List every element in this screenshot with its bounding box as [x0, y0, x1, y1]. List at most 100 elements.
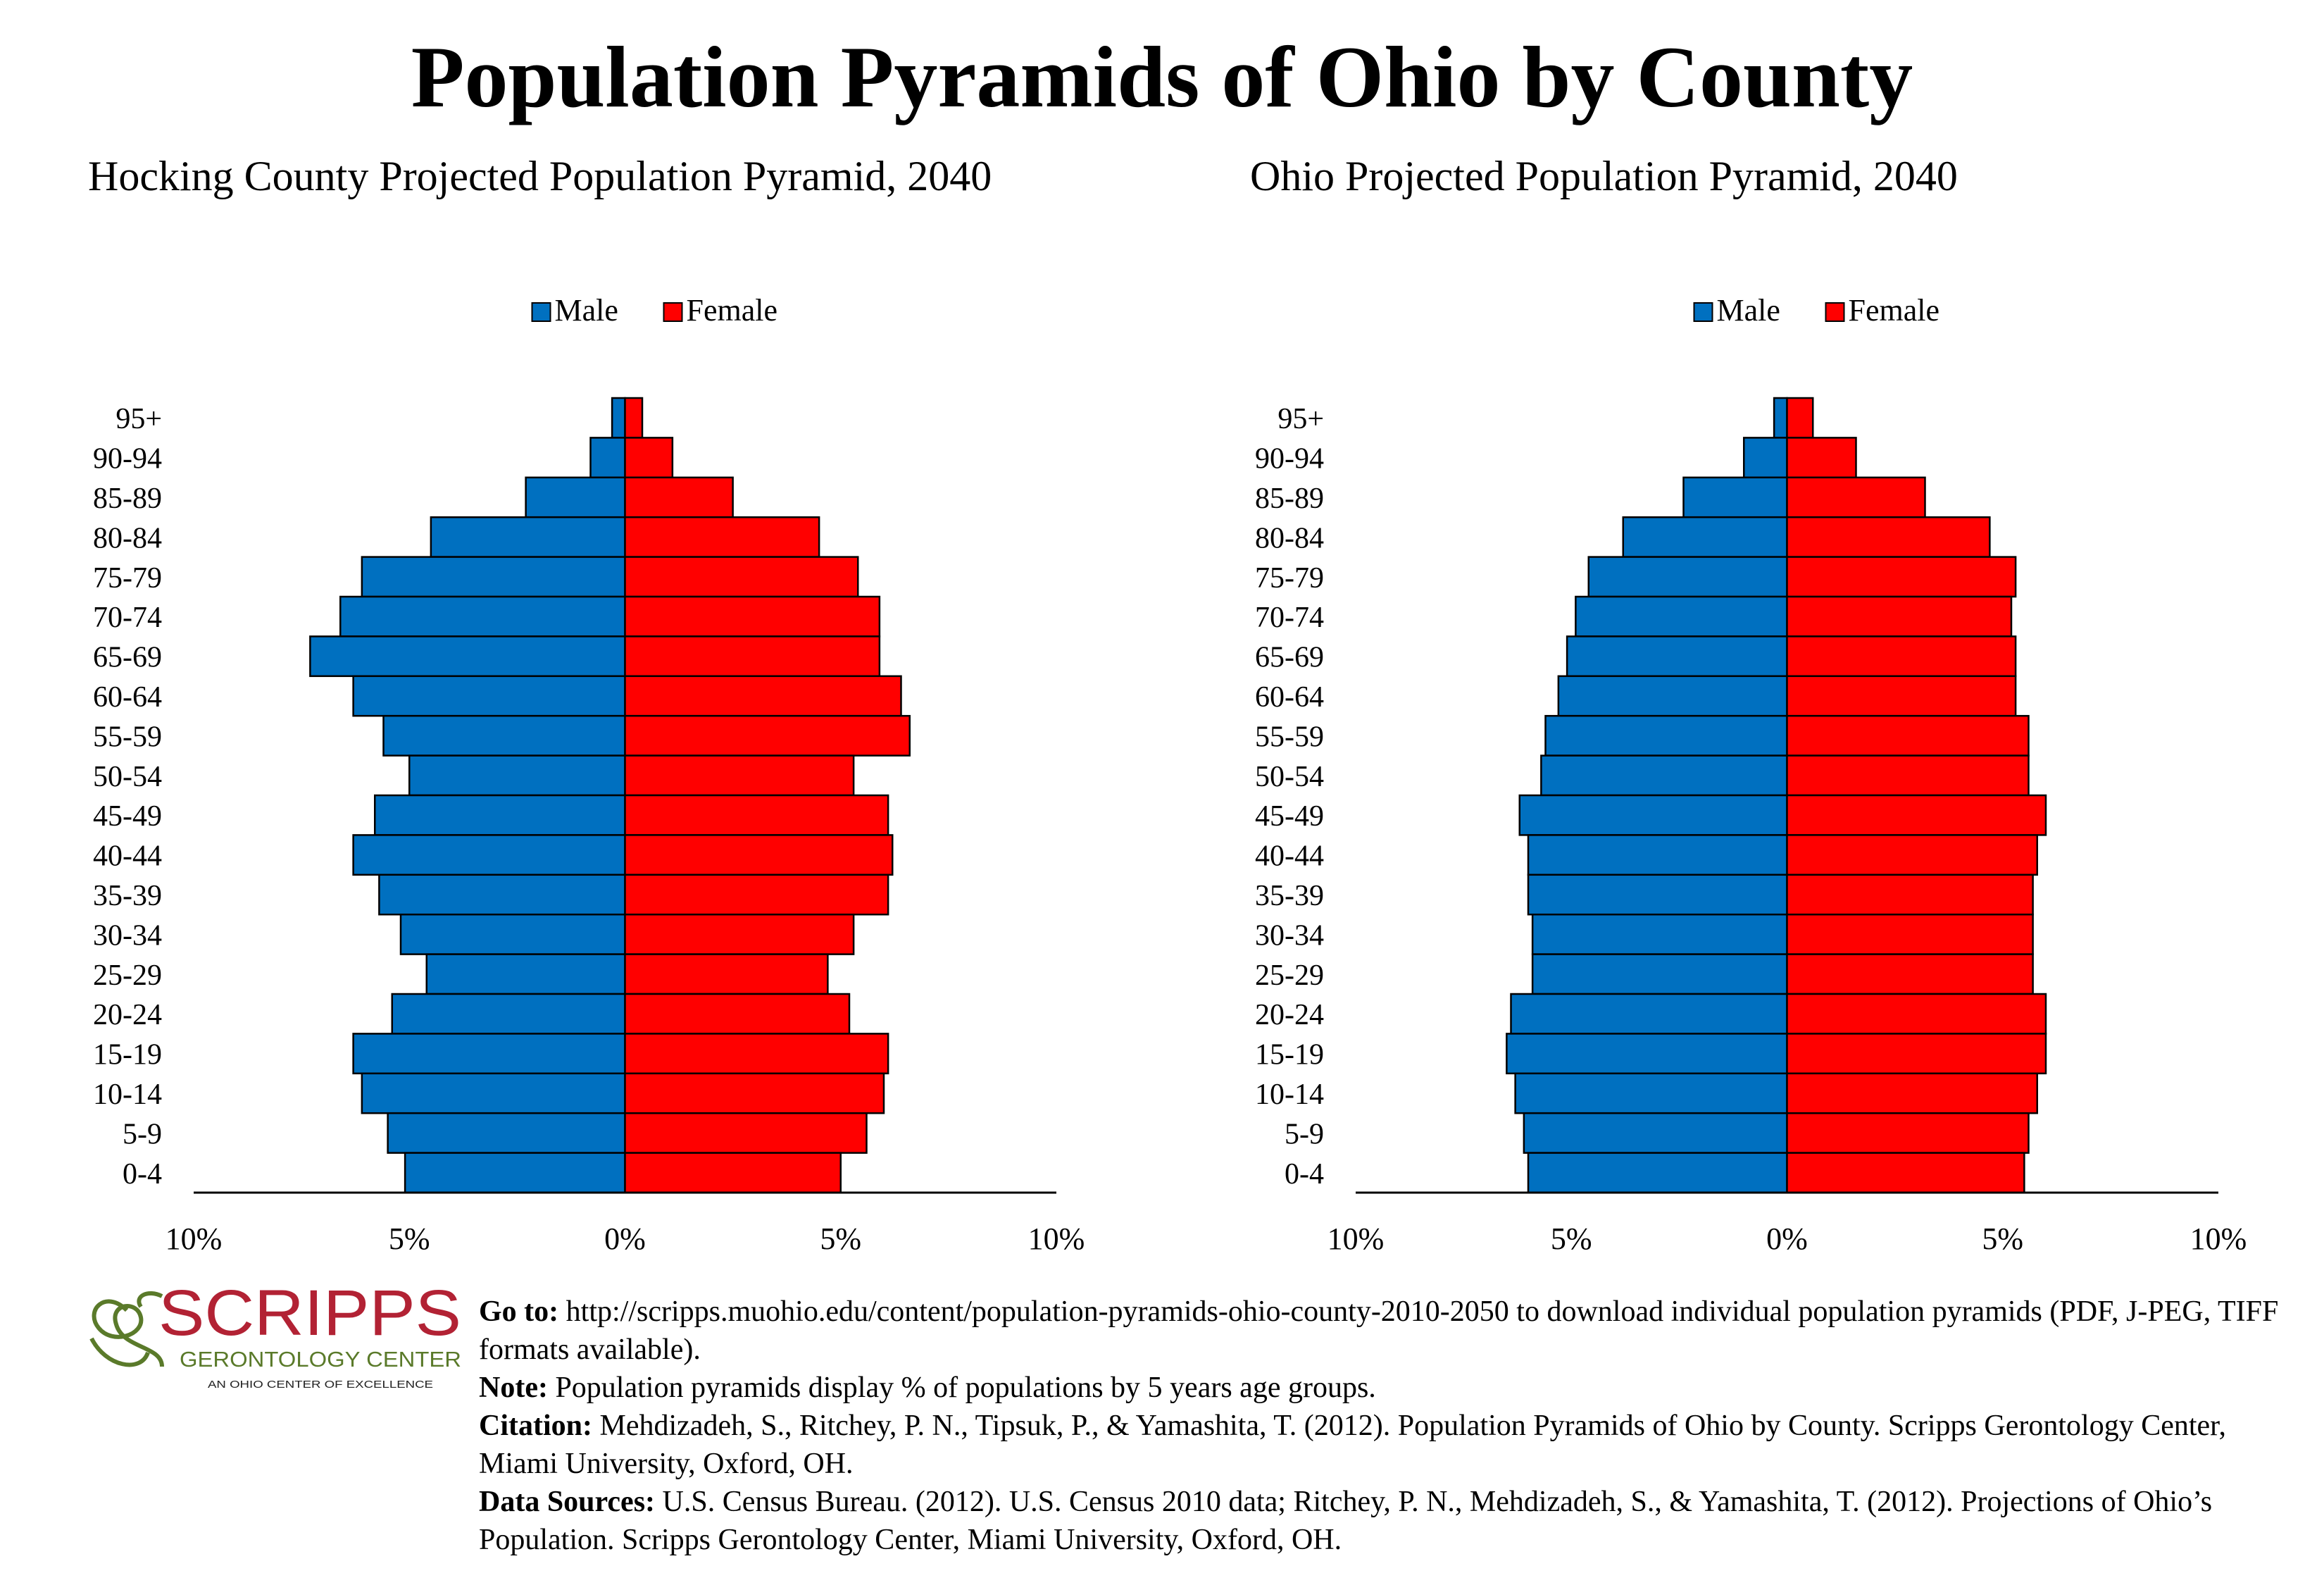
logo-subtitle: GERONTOLOGY CENTER [180, 1347, 461, 1372]
bar-female [624, 437, 674, 479]
bar-female [624, 913, 855, 955]
bar-female [624, 516, 820, 558]
legend-male-swatch [1693, 302, 1713, 322]
chart-title: Ohio Projected Population Pyramid, 2040 [1250, 153, 1958, 199]
bar-male [399, 913, 626, 955]
bar-female [1786, 913, 2034, 955]
x-tick-label: 0% [1766, 1222, 1808, 1256]
x-tick-label: 5% [820, 1222, 861, 1256]
bar-female [624, 595, 881, 638]
age-group-label: 60-64 [93, 681, 162, 714]
goto-note: Go to: http://scripps.muohio.edu/content… [479, 1293, 2310, 1369]
age-group-label: 50-54 [1255, 761, 1324, 793]
bar-female [624, 397, 644, 439]
bar-male [352, 834, 626, 876]
bar-female [624, 794, 889, 836]
bar-male [1531, 953, 1788, 995]
bar-male [387, 1112, 626, 1154]
bar-male [1544, 714, 1788, 757]
bar-male [1527, 834, 1788, 876]
age-group-label: 65-69 [1255, 642, 1324, 674]
bar-male [309, 635, 626, 678]
note-line: Note: Population pyramids display % of p… [479, 1369, 2310, 1407]
bar-female [1786, 953, 2034, 995]
bar-female [1786, 874, 2034, 916]
bar-female [1786, 1072, 2038, 1114]
age-group-label: 15-19 [93, 1039, 162, 1071]
x-tick-label: 5% [1551, 1222, 1592, 1256]
chart-title: Hocking County Projected Population Pyra… [88, 153, 992, 199]
bar-male [430, 516, 626, 558]
bar-female [1786, 794, 2047, 836]
citation-note: Citation: Mehdizadeh, S., Ritchey, P. N.… [479, 1407, 2310, 1483]
age-group-label: 20-24 [1255, 999, 1324, 1031]
age-group-label: 95+ [1277, 403, 1324, 435]
bar-female [1786, 437, 1857, 479]
age-group-label: 70-74 [1255, 602, 1324, 634]
age-group-label: 35-39 [93, 880, 162, 912]
bar-male [1540, 754, 1788, 797]
bar-female [1786, 1152, 2025, 1194]
bar-female [624, 476, 734, 518]
bar-male [1510, 993, 1788, 1035]
swirl-icon [89, 1291, 164, 1367]
bar-female [1786, 754, 2030, 797]
bar-female [624, 556, 859, 598]
bar-male [1531, 913, 1788, 955]
bar-female [624, 1072, 885, 1114]
citation-text: Mehdizadeh, S., Ritchey, P. N., Tipsuk, … [479, 1410, 2226, 1480]
bar-male [1575, 595, 1788, 638]
bar-male [1514, 1072, 1788, 1114]
legend-male-label: Male [1717, 293, 1780, 328]
bar-female [1786, 834, 2038, 876]
age-group-label: 45-49 [1255, 800, 1324, 833]
x-tick-label: 5% [389, 1222, 430, 1256]
bar-female [1786, 635, 2017, 678]
bar-male [1682, 476, 1788, 518]
ohio-pyramid-chart: Ohio Projected Population Pyramid, 2040 M… [1250, 153, 2247, 1256]
bar-female [624, 714, 911, 757]
bar-male [1743, 437, 1788, 479]
chart-legend: Male Female [1693, 293, 1939, 328]
x-tick-label: 10% [165, 1222, 223, 1256]
age-group-label: 15-19 [1255, 1039, 1324, 1071]
bar-female [1786, 516, 1991, 558]
bar-male [352, 675, 626, 717]
legend-female-swatch [1825, 302, 1845, 322]
legend-male-swatch [531, 302, 551, 322]
bar-female [624, 874, 889, 916]
age-group-label: 85-89 [1255, 483, 1324, 515]
age-group-label: 30-34 [1255, 919, 1324, 952]
bar-male [352, 1033, 626, 1075]
goto-text: http://scripps.muohio.edu/content/popula… [479, 1295, 2279, 1366]
logo-name: SCRIPPS [158, 1277, 461, 1349]
age-group-label: 60-64 [1255, 681, 1324, 714]
age-group-label: 5-9 [123, 1118, 162, 1150]
age-group-label: 80-84 [93, 522, 162, 554]
page-title: Population Pyramids of Ohio by County [411, 29, 1913, 125]
chart-legend: Male Female [531, 293, 777, 328]
bar-female [624, 754, 855, 797]
bar-male [382, 714, 626, 757]
bar-female [1786, 993, 2047, 1035]
bar-female [624, 635, 881, 678]
bar-male [1566, 635, 1788, 678]
age-group-label: 50-54 [93, 761, 162, 793]
legend-female-swatch [663, 302, 683, 322]
age-group-label: 80-84 [1255, 522, 1324, 554]
bar-male [1506, 1033, 1788, 1075]
bar-male [589, 437, 626, 479]
bar-male [361, 1072, 626, 1114]
x-tick-label: 10% [1028, 1222, 1085, 1256]
x-tick-label: 10% [2190, 1222, 2247, 1256]
notes-block: Go to: http://scripps.muohio.edu/content… [479, 1293, 2310, 1559]
age-group-label: 65-69 [93, 642, 162, 674]
bar-male [1527, 1152, 1788, 1194]
note-text: Population pyramids display % of populat… [547, 1372, 1376, 1404]
bar-female [624, 834, 894, 876]
x-tick-label: 0% [604, 1222, 646, 1256]
age-group-label: 55-59 [93, 721, 162, 753]
logo-tagline: AN OHIO CENTER OF EXCELLENCE [208, 1379, 433, 1391]
bar-female [624, 1152, 842, 1194]
age-group-label: 90-94 [93, 443, 162, 476]
